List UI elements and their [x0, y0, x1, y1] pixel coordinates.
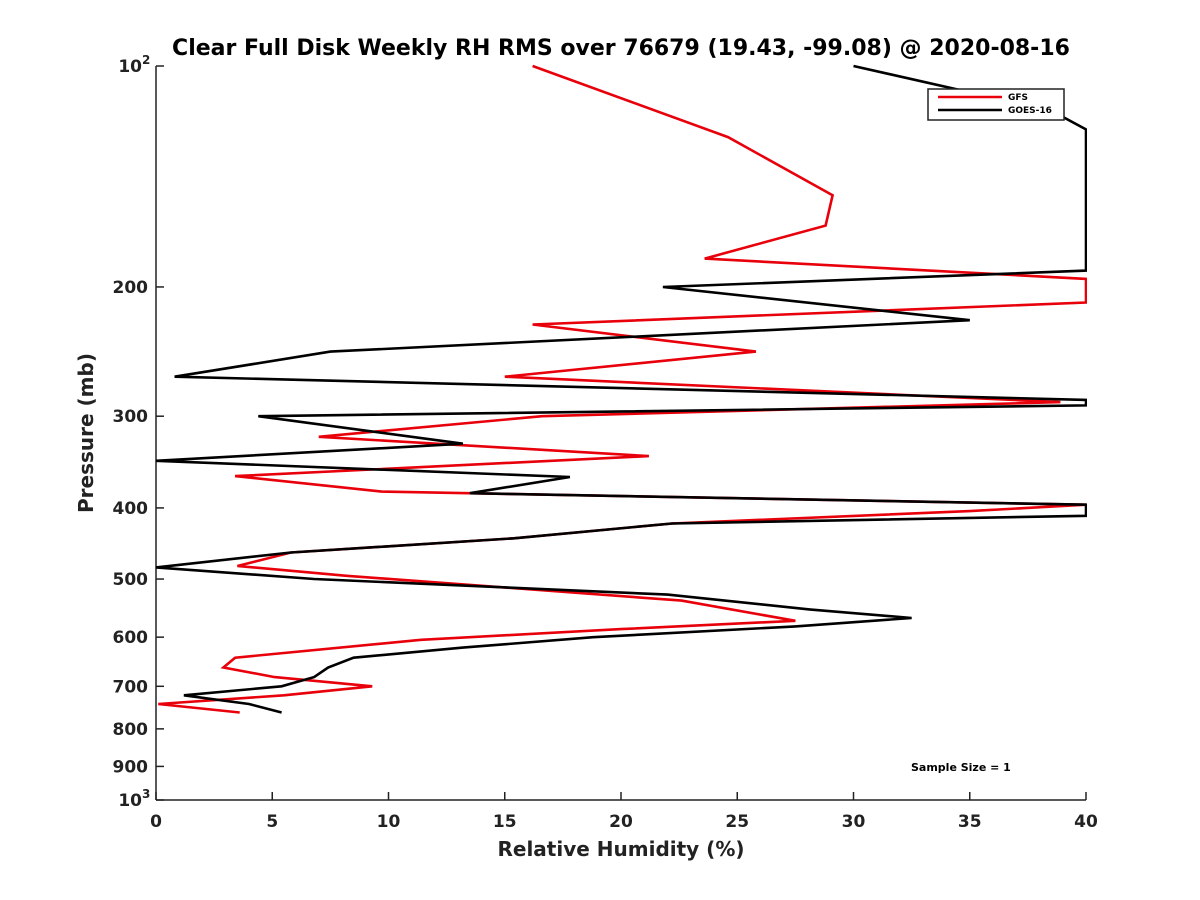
y-tick-label: 400	[113, 499, 149, 519]
series-layer	[156, 64, 1087, 714]
y-tick-label: 200	[113, 278, 149, 298]
y-tick-label: 10	[118, 791, 142, 811]
y-tick-label-base: 10	[118, 791, 142, 811]
y-tick-label: 700	[113, 677, 149, 697]
legend-label-gfs: GFS	[1008, 93, 1028, 103]
y-tick-label-exponent: 2	[142, 53, 150, 67]
x-tick-label: 40	[1074, 812, 1098, 832]
series-line-gfs	[158, 64, 1087, 714]
y-axis-label: Pressure (mb)	[74, 353, 98, 513]
x-tick-label: 20	[609, 812, 633, 832]
y-tick-label-base: 10	[118, 57, 142, 77]
legend: GFS GOES-16	[927, 88, 1065, 121]
x-tick-label: 35	[958, 812, 982, 832]
sample-size-annotation: Sample Size = 1	[911, 761, 1011, 774]
series-line-goes16	[156, 64, 1087, 714]
legend-box	[927, 88, 1065, 121]
axes	[155, 66, 1086, 801]
x-tick-label: 0	[150, 812, 162, 832]
x-axis-label: Relative Humidity (%)	[497, 837, 744, 861]
x-tick-label: 30	[842, 812, 866, 832]
x-tick-label: 10	[377, 812, 401, 832]
y-tick-label: 900	[113, 757, 149, 777]
x-tick-label: 15	[493, 812, 517, 832]
y-tick-label: 600	[113, 628, 149, 648]
x-tick-label: 5	[266, 812, 278, 832]
chart-title: Clear Full Disk Weekly RH RMS over 76679…	[172, 36, 1070, 61]
x-ticks: 0 5 10 15 20 25 30 35 40	[150, 792, 1098, 832]
y-tick-label: 300	[113, 407, 149, 427]
y-tick-label-exponent: 3	[142, 787, 150, 801]
x-tick-label: 25	[725, 812, 749, 832]
legend-label-goes16: GOES-16	[1008, 106, 1052, 116]
y-tick-label: 10	[118, 57, 142, 77]
y-tick-label: 800	[113, 720, 149, 740]
y-tick-label: 500	[113, 570, 149, 590]
